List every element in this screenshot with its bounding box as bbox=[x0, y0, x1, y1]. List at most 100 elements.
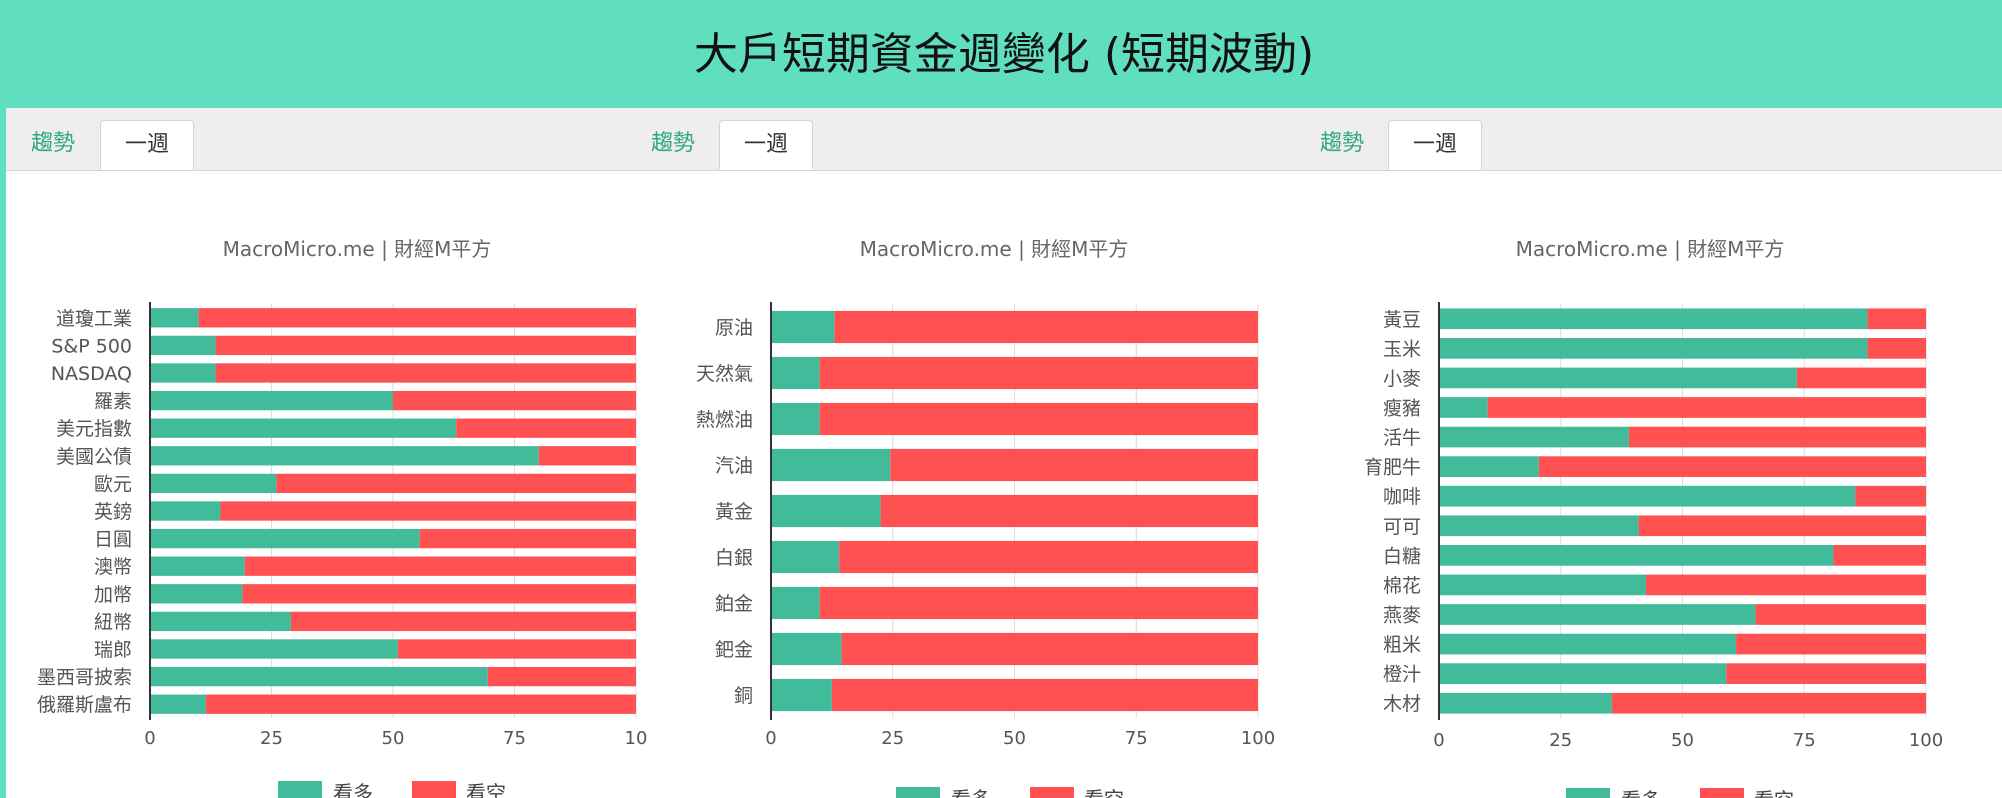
tab-one-week[interactable]: 一週 bbox=[719, 120, 813, 170]
legend-label-bullish[interactable]: 看多 bbox=[1621, 788, 1661, 798]
bar-bullish[interactable] bbox=[771, 402, 820, 436]
bar-bullish[interactable] bbox=[771, 494, 881, 528]
bar-bearish[interactable] bbox=[419, 528, 636, 549]
bar-bullish[interactable] bbox=[150, 501, 221, 521]
bar-bearish[interactable] bbox=[834, 310, 1258, 344]
bar-bullish[interactable] bbox=[1439, 663, 1727, 684]
bar-bullish[interactable] bbox=[1439, 692, 1612, 714]
bar-bearish[interactable] bbox=[1538, 456, 1926, 477]
legend-swatch-bullish[interactable] bbox=[896, 787, 940, 798]
bar-bullish[interactable] bbox=[1439, 456, 1539, 477]
legend-swatch-bullish[interactable] bbox=[278, 781, 322, 798]
bar-bearish[interactable] bbox=[1855, 485, 1926, 507]
bar-bearish[interactable] bbox=[839, 540, 1258, 574]
category-label: NASDAQ bbox=[51, 363, 132, 385]
bar-bearish[interactable] bbox=[890, 448, 1258, 482]
bar-bearish[interactable] bbox=[1867, 338, 1926, 359]
bar-bullish[interactable] bbox=[1439, 485, 1856, 507]
bar-bullish[interactable] bbox=[150, 446, 539, 466]
bar-bullish[interactable] bbox=[150, 528, 420, 549]
tab-one-week[interactable]: 一週 bbox=[100, 120, 194, 170]
bar-bearish[interactable] bbox=[831, 678, 1258, 712]
bar-bullish[interactable] bbox=[1439, 367, 1797, 389]
bar-bearish[interactable] bbox=[1487, 397, 1926, 418]
tab-trend[interactable]: 趨勢 bbox=[1320, 131, 1365, 156]
bar-bullish[interactable] bbox=[1439, 633, 1737, 655]
bar-bearish[interactable] bbox=[198, 308, 636, 328]
bar-bearish[interactable] bbox=[1755, 604, 1926, 625]
bar-bearish[interactable] bbox=[244, 556, 636, 576]
bar-bearish[interactable] bbox=[242, 584, 636, 604]
bar-bullish[interactable] bbox=[150, 335, 216, 356]
bar-bearish[interactable] bbox=[819, 586, 1258, 620]
bar-bullish[interactable] bbox=[1439, 426, 1629, 448]
bar-bullish[interactable] bbox=[771, 310, 835, 344]
bar-bearish[interactable] bbox=[1645, 574, 1926, 596]
legend-swatch-bearish[interactable] bbox=[1030, 787, 1074, 798]
bar-bearish[interactable] bbox=[841, 632, 1258, 666]
legend-label-bullish[interactable]: 看多 bbox=[951, 787, 991, 798]
bar-bullish[interactable] bbox=[771, 586, 820, 620]
legend-swatch-bearish[interactable] bbox=[412, 781, 456, 798]
legend-label-bearish[interactable]: 看空 bbox=[1084, 787, 1124, 798]
bar-bearish[interactable] bbox=[456, 418, 636, 438]
category-label: 黃豆 bbox=[1383, 309, 1421, 331]
bar-bullish[interactable] bbox=[1439, 397, 1488, 418]
category-label: 育肥牛 bbox=[1364, 457, 1421, 479]
page-title: 大戶短期資金週變化 (短期波動) bbox=[693, 29, 1315, 80]
bar-bearish[interactable] bbox=[220, 501, 636, 521]
bar-bearish[interactable] bbox=[215, 363, 637, 383]
bar-bearish[interactable] bbox=[397, 639, 636, 659]
bar-bullish[interactable] bbox=[150, 639, 398, 659]
bar-bearish[interactable] bbox=[1796, 367, 1926, 389]
bar-bearish[interactable] bbox=[1833, 545, 1926, 566]
bar-bullish[interactable] bbox=[1439, 545, 1834, 566]
legend-label-bearish[interactable]: 看空 bbox=[466, 781, 506, 798]
bar-bearish[interactable] bbox=[215, 335, 637, 356]
bar-bearish[interactable] bbox=[1867, 308, 1926, 330]
bar-bearish[interactable] bbox=[393, 390, 636, 411]
tab-trend[interactable]: 趨勢 bbox=[31, 131, 76, 156]
bar-bearish[interactable] bbox=[1611, 692, 1926, 714]
bar-bullish[interactable] bbox=[150, 363, 216, 383]
bar-bullish[interactable] bbox=[150, 611, 291, 632]
bar-bearish[interactable] bbox=[1736, 633, 1926, 655]
bar-bullish[interactable] bbox=[1439, 338, 1868, 359]
bar-bullish[interactable] bbox=[150, 418, 457, 438]
legend-label-bullish[interactable]: 看多 bbox=[333, 781, 373, 798]
bar-bullish[interactable] bbox=[771, 448, 891, 482]
legend-swatch-bearish[interactable] bbox=[1700, 788, 1744, 798]
category-label: 木材 bbox=[1383, 693, 1421, 715]
bar-bearish[interactable] bbox=[290, 611, 636, 632]
bar-bearish[interactable] bbox=[1628, 426, 1926, 448]
bar-bullish[interactable] bbox=[150, 666, 488, 687]
bar-bullish[interactable] bbox=[1439, 604, 1756, 625]
bar-bullish[interactable] bbox=[771, 356, 820, 390]
tab-trend[interactable]: 趨勢 bbox=[651, 131, 696, 156]
bar-bullish[interactable] bbox=[150, 473, 277, 494]
legend-label-bearish[interactable]: 看空 bbox=[1754, 788, 1794, 798]
bar-bullish[interactable] bbox=[1439, 308, 1868, 330]
bar-bearish[interactable] bbox=[1638, 515, 1926, 537]
bar-bullish[interactable] bbox=[1439, 574, 1646, 596]
bar-bearish[interactable] bbox=[276, 473, 636, 494]
legend-swatch-bullish[interactable] bbox=[1566, 788, 1610, 798]
bar-bullish[interactable] bbox=[150, 390, 393, 411]
bar-bullish[interactable] bbox=[771, 540, 840, 574]
bar-bearish[interactable] bbox=[819, 402, 1258, 436]
bar-bullish[interactable] bbox=[150, 556, 245, 576]
bar-bearish[interactable] bbox=[819, 356, 1258, 390]
bar-bearish[interactable] bbox=[1726, 663, 1926, 684]
bar-bullish[interactable] bbox=[150, 694, 206, 714]
bar-bullish[interactable] bbox=[1439, 515, 1639, 537]
category-label: 燕麥 bbox=[1383, 605, 1421, 627]
tab-one-week[interactable]: 一週 bbox=[1388, 120, 1482, 170]
bar-bullish[interactable] bbox=[771, 678, 832, 712]
bar-bearish[interactable] bbox=[205, 694, 636, 714]
bar-bullish[interactable] bbox=[150, 584, 243, 604]
bar-bearish[interactable] bbox=[487, 666, 636, 687]
bar-bearish[interactable] bbox=[880, 494, 1258, 528]
bar-bullish[interactable] bbox=[771, 632, 842, 666]
bar-bearish[interactable] bbox=[538, 446, 636, 466]
bar-bullish[interactable] bbox=[150, 308, 199, 328]
